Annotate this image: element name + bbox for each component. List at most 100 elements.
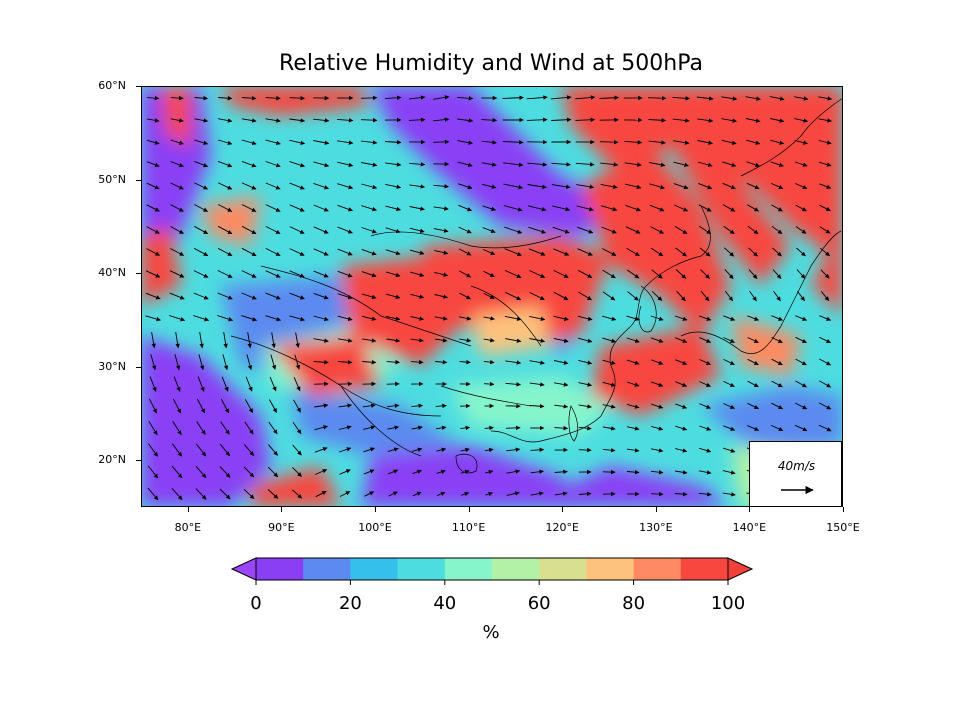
- wind-arrow: [795, 402, 808, 410]
- wind-arrow: [577, 248, 593, 256]
- wind-arrow: [315, 469, 328, 475]
- wind-arrow: [528, 248, 546, 256]
- wind-arrow: [624, 140, 643, 145]
- wind-arrow: [626, 269, 640, 279]
- wind-arrow: [674, 491, 688, 497]
- wind-arrow: [146, 226, 160, 234]
- wind-arrow: [526, 117, 548, 123]
- wind-arrow: [269, 376, 277, 392]
- wind-arrow: [363, 447, 375, 453]
- lon-label: 90°E: [268, 521, 295, 534]
- lat-label: 20°N: [98, 453, 126, 467]
- wind-arrow: [529, 338, 546, 343]
- wind-arrow: [550, 95, 572, 100]
- wind-arrow: [504, 248, 522, 256]
- wind-arrow: [147, 465, 159, 479]
- wind-arrow: [409, 95, 426, 100]
- lon-tick: [843, 507, 844, 512]
- lon-label: 130°E: [639, 521, 673, 534]
- wind-arrow: [602, 337, 617, 343]
- wind-arrow: [433, 228, 449, 233]
- lat-tick: [136, 366, 141, 368]
- colorbar-segment: [633, 558, 682, 580]
- wind-arrow: [245, 376, 253, 392]
- colorbar-under-extension: [230, 557, 257, 581]
- wind-arrow: [170, 118, 184, 123]
- wind-arrow: [219, 466, 231, 478]
- wind-arrow: [433, 139, 450, 145]
- wind-arrow: [485, 469, 494, 475]
- wind-arrow: [243, 488, 255, 500]
- wind-arrow: [337, 204, 353, 212]
- colorbar: [230, 557, 754, 585]
- wind-arrow: [723, 380, 735, 388]
- wind-arrow: [529, 360, 545, 365]
- lon-tick: [187, 507, 189, 512]
- wind-arrow: [338, 425, 352, 430]
- wind-arrow: [361, 271, 377, 278]
- wind-arrow: [435, 359, 448, 365]
- wind-arrow: [650, 491, 664, 497]
- wind-arrow: [175, 332, 180, 349]
- wind-arrow: [169, 315, 186, 322]
- wind-arrow: [626, 315, 640, 321]
- wind-arrow: [528, 226, 547, 234]
- wind-arrow: [194, 139, 209, 145]
- wind-arrow: [194, 160, 209, 168]
- wind-arrow: [819, 226, 831, 234]
- wind-arrow: [675, 269, 687, 279]
- colorbar-segment: [680, 558, 729, 580]
- wind-arrow: [625, 204, 641, 212]
- wind-arrow: [337, 226, 353, 234]
- wind-arrow: [265, 182, 281, 190]
- wind-arrow: [265, 139, 281, 146]
- map-panel[interactable]: [141, 86, 843, 507]
- wind-arrow: [267, 489, 279, 499]
- wind-arrow: [289, 118, 306, 123]
- wind-arrow: [241, 292, 257, 300]
- wind-arrow: [505, 425, 521, 431]
- wind-arrow: [292, 444, 302, 456]
- wind-arrow: [409, 249, 425, 256]
- wind-arrow: [241, 95, 257, 101]
- wind-arrow: [722, 470, 736, 475]
- wind-arrow: [220, 398, 230, 414]
- wind-arrow: [626, 381, 640, 387]
- lat-label: 30°N: [98, 359, 126, 373]
- wind-arrow: [145, 315, 161, 322]
- wind-arrow: [146, 182, 160, 190]
- wind-arrow: [265, 315, 282, 322]
- wind-arrow: [171, 487, 183, 501]
- wind-arrow: [460, 447, 470, 453]
- wind-arrow: [650, 337, 664, 343]
- colorbar-segment: [256, 558, 304, 580]
- wind-arrow: [554, 425, 569, 431]
- wind-arrow: [409, 227, 425, 234]
- wind-arrow: [794, 96, 809, 101]
- wind-arrow: [721, 118, 737, 123]
- wind-arrow: [197, 376, 205, 392]
- wind-arrow: [650, 226, 664, 234]
- wind-arrow: [461, 491, 470, 497]
- wind-arrow: [721, 96, 738, 101]
- wind-arrow: [675, 337, 688, 343]
- wind-arrow: [411, 425, 423, 430]
- wind-arrow: [505, 382, 521, 387]
- wind-arrow: [386, 316, 401, 321]
- wind-arrow: [313, 292, 329, 300]
- wind-arrow: [483, 248, 496, 256]
- wind-arrow: [554, 382, 569, 387]
- wind-arrow: [651, 403, 664, 409]
- wind-arrow: [241, 118, 257, 123]
- wind-arrow: [794, 161, 808, 167]
- wind-arrow: [773, 290, 781, 302]
- wind-arrow: [505, 360, 522, 365]
- wind-arrow: [771, 402, 784, 410]
- wind-arrow: [723, 225, 735, 235]
- wind-arrow: [699, 225, 712, 235]
- wind-arrow: [553, 360, 569, 365]
- wind-arrow: [818, 96, 833, 101]
- wind-arrow: [699, 447, 712, 453]
- wind-arrow: [554, 404, 569, 409]
- wind-arrow: [337, 140, 354, 145]
